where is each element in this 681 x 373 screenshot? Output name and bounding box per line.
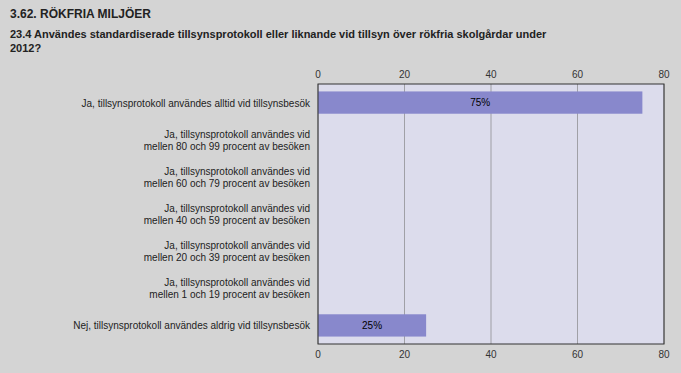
tick-label-bottom: 20	[399, 349, 411, 360]
background	[0, 0, 681, 373]
grid-line	[577, 84, 578, 344]
tick-label-top: 0	[315, 69, 321, 80]
text-line: Ja, tillsynsprotokoll användes vid	[164, 165, 310, 176]
data-label: 25%	[362, 320, 382, 331]
category-label: Ja, tillsynsprotokoll användes vidmellen…	[149, 277, 310, 300]
category-label: Ja, tillsynsprotokoll användes alltid vi…	[82, 97, 311, 108]
text-line: Ja, tillsynsprotokoll användes vid	[164, 128, 310, 139]
text-line: 23.4 Användes standardiserade tillsynspr…	[10, 28, 547, 40]
tick-label-top: 60	[572, 69, 584, 80]
text-line: Ja, tillsynsprotokoll användes vid	[164, 277, 310, 288]
plot-frame	[318, 84, 664, 344]
plot-background	[318, 84, 664, 344]
tick-label-top: 40	[485, 69, 497, 80]
text-line: 2012?	[10, 42, 41, 54]
bars	[318, 91, 642, 336]
chart: 3.62. RÖKFRIA MILJÖER 23.4 Användes stand…	[0, 0, 681, 373]
data-label: 75%	[470, 97, 490, 108]
text-line: mellen 60 och 79 procent av besöken	[144, 177, 310, 188]
tick-label-bottom: 40	[485, 349, 497, 360]
grid-line	[491, 84, 492, 344]
text-line: Ja, tillsynsprotokoll användes alltid vi…	[82, 97, 311, 108]
tick-label-top: 80	[658, 69, 670, 80]
category-label: Ja, tillsynsprotokoll användes vidmellen…	[144, 240, 310, 263]
text-line: mellen 20 och 39 procent av besöken	[144, 252, 310, 263]
bar	[318, 314, 426, 336]
tick-label-bottom: 80	[658, 349, 670, 360]
text-line: Ja, tillsynsprotokoll användes vid	[164, 203, 310, 214]
text-line: Ja, tillsynsprotokoll användes vid	[164, 240, 310, 251]
category-label: Ja, tillsynsprotokoll användes vidmellen…	[144, 128, 310, 151]
tick-label-bottom: 0	[315, 349, 321, 360]
grid-line	[404, 84, 405, 344]
category-label: Ja, tillsynsprotokoll användes vidmellen…	[144, 165, 310, 188]
tick-label-bottom: 60	[572, 349, 584, 360]
subtitle: 23.4 Användes standardiserade tillsynspr…	[10, 28, 547, 54]
category-label: Ja, tillsynsprotokoll användes vidmellen…	[144, 203, 310, 226]
grid	[318, 84, 664, 344]
text-line: mellen 80 och 99 procent av besöken	[144, 140, 310, 151]
tick-label-top: 20	[399, 69, 411, 80]
category-label: Nej, tillsynsprotokoll användes aldrig v…	[73, 320, 311, 331]
text-line: mellen 1 och 19 procent av besöken	[149, 289, 310, 300]
bar	[318, 91, 642, 113]
text-line: mellen 40 och 59 procent av besöken	[144, 215, 310, 226]
title: 3.62. RÖKFRIA MILJÖER	[10, 6, 151, 21]
text-line: Nej, tillsynsprotokoll användes aldrig v…	[73, 320, 311, 331]
